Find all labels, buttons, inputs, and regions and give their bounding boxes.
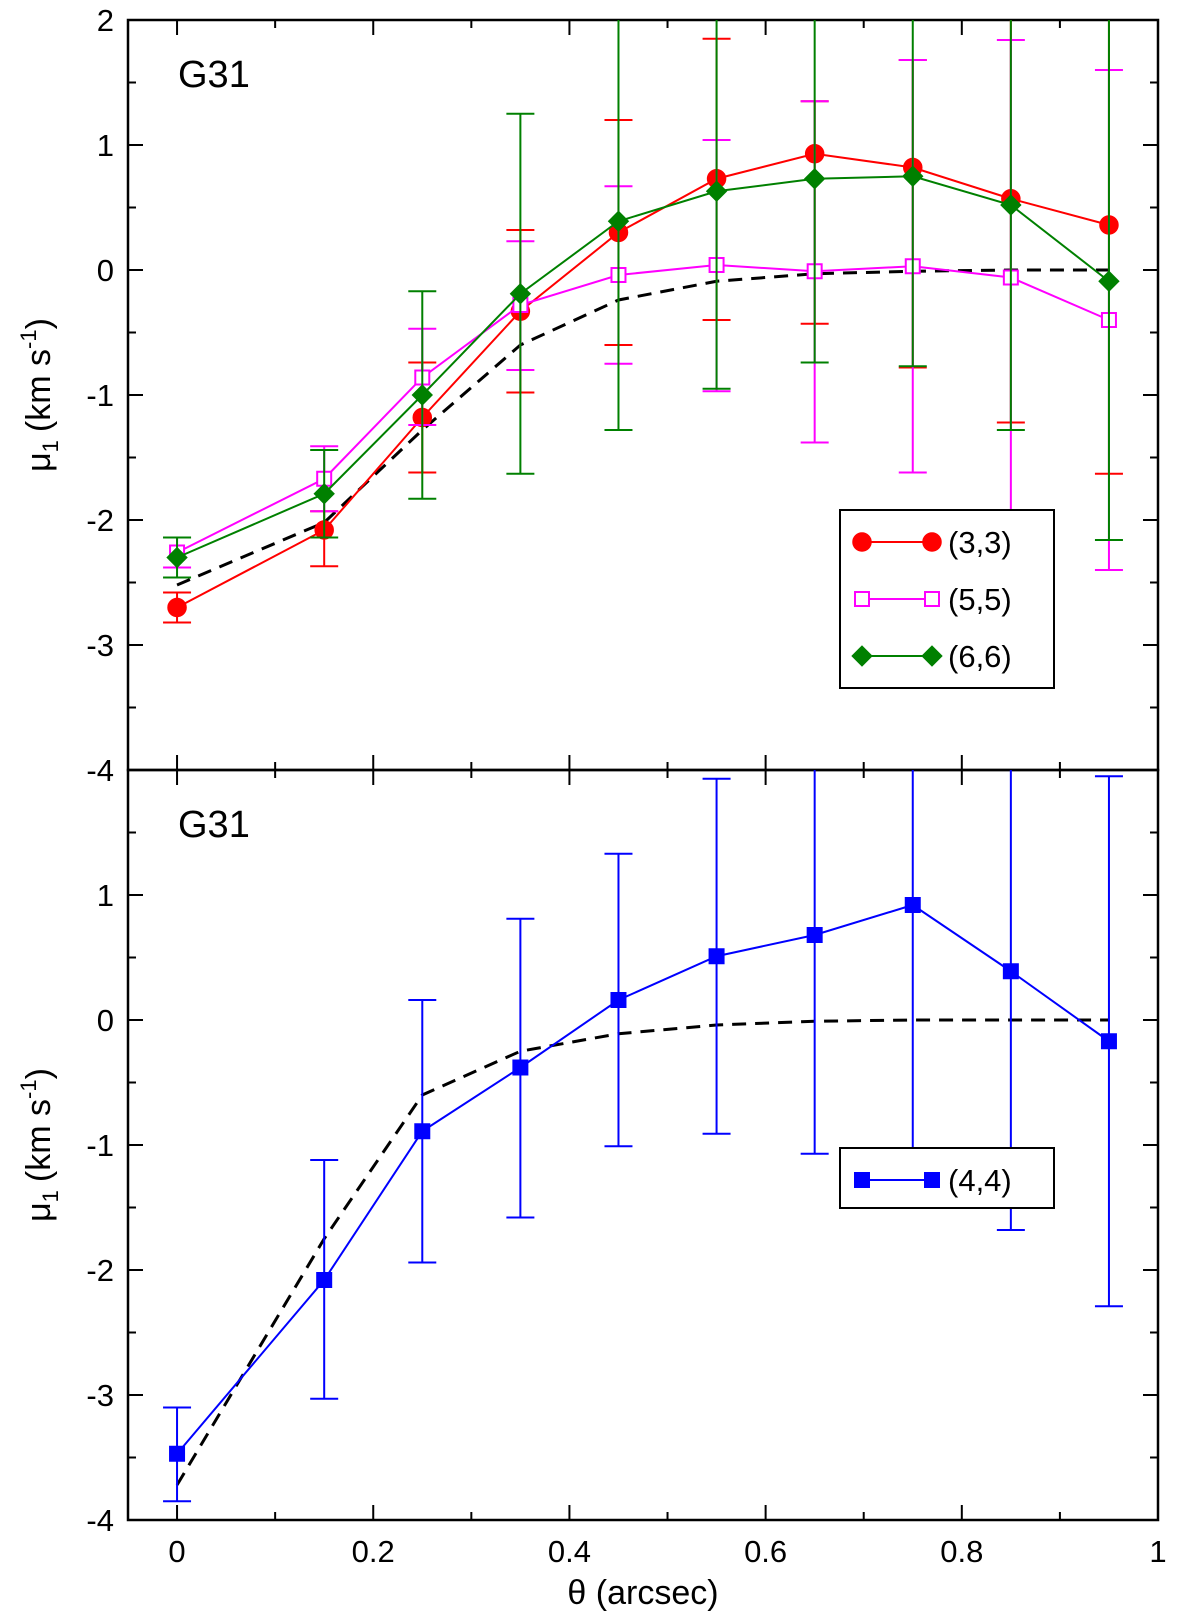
x-tick-label: 1 — [1149, 1534, 1166, 1569]
y-axis-units-close: ) — [20, 318, 58, 329]
legend-marker — [924, 591, 940, 607]
data-point — [166, 546, 188, 569]
data-point — [316, 1272, 333, 1288]
legend-entry: (6,6) — [948, 639, 1012, 674]
data-point — [904, 897, 921, 913]
legend-marker — [854, 1172, 870, 1188]
y-tick-label: -1 — [86, 1128, 114, 1163]
x-tick-label: 0 — [168, 1534, 185, 1569]
x-tick-label: 0.4 — [548, 1534, 591, 1569]
legend-marker — [854, 591, 870, 607]
plot-area — [163, 770, 1123, 1503]
y-tick-label: 1 — [97, 878, 114, 913]
data-point — [607, 210, 630, 232]
data-point — [169, 1445, 186, 1462]
data-point — [1098, 270, 1120, 292]
y-tick-label: -1 — [86, 378, 114, 413]
data-point — [512, 1059, 529, 1076]
data-point — [313, 483, 335, 505]
plot-area — [163, 20, 1123, 624]
y-axis-label: μ1 (km s-1) — [16, 1068, 63, 1222]
x-tick-label: 0.8 — [940, 1534, 983, 1569]
series-line — [176, 263, 1110, 554]
data-point — [803, 168, 826, 190]
legend-marker — [851, 645, 873, 667]
data-point — [414, 1123, 431, 1140]
model-dashed-line — [175, 1018, 1109, 1486]
data-point — [902, 165, 924, 187]
y-tick-label: -2 — [86, 1253, 114, 1288]
data-point — [509, 283, 532, 305]
panel-label: G31 — [178, 54, 250, 96]
panel-label: G31 — [178, 804, 250, 846]
y-tick-label: -4 — [86, 753, 114, 788]
legend: (4,4) — [839, 1147, 1055, 1209]
y-axis-superscript: -1 — [16, 1079, 41, 1099]
legend-marker — [852, 532, 872, 552]
data-point — [411, 384, 433, 406]
y-tick-label: 0 — [97, 253, 114, 288]
series-(5,5) — [163, 39, 1123, 571]
y-axis-superscript: -1 — [16, 329, 41, 349]
legend-box — [839, 1147, 1055, 1209]
y-tick-label: -2 — [86, 503, 114, 538]
data-point — [708, 948, 725, 965]
y-axis-units-close: ) — [20, 1068, 58, 1079]
x-axis: 0 0.2 0.4 0.6 0.8 1 θ (arcsec) — [168, 1534, 1166, 1612]
data-point — [167, 597, 187, 618]
y-tick-label: -3 — [86, 628, 114, 663]
model-dashed-line — [176, 268, 1109, 587]
y-tick-label: -4 — [86, 1503, 114, 1538]
legend-marker — [922, 532, 942, 552]
x-axis-label: θ (arcsec) — [567, 1574, 718, 1612]
data-point — [1002, 963, 1019, 980]
data-point — [705, 180, 728, 202]
y-tick-label: -3 — [86, 1378, 114, 1413]
x-tick-label: 0.6 — [744, 1534, 787, 1569]
y-tick-label: 2 — [97, 3, 114, 38]
series-(6,6) — [163, 20, 1123, 579]
y-axis-symbol: μ — [20, 452, 58, 472]
legend: (3,3) (5,5) (6,6) — [839, 509, 1055, 689]
legend-entry: (4,4) — [948, 1163, 1012, 1198]
y-axis-units: (km s — [20, 1099, 58, 1182]
series-line — [176, 175, 1110, 559]
legend-entry: (3,3) — [948, 525, 1012, 560]
series-(4,4) — [163, 770, 1123, 1503]
x-tick-label: 0.2 — [352, 1534, 395, 1569]
data-point — [806, 927, 823, 943]
data-point — [1000, 194, 1022, 216]
data-point — [610, 992, 627, 1008]
y-axis-units: (km s — [20, 349, 58, 432]
legend-marker — [924, 1172, 940, 1188]
legend-marker — [921, 645, 943, 667]
y-axis-label: μ1 (km s-1) — [16, 318, 63, 472]
y-axis-subscript: 1 — [38, 1190, 63, 1202]
y-axis-symbol: μ — [20, 1202, 58, 1222]
series-line — [176, 903, 1110, 1455]
y-axis-subscript: 1 — [38, 440, 63, 452]
legend-entry: (5,5) — [948, 582, 1012, 617]
y-tick-label: 1 — [97, 128, 114, 163]
plot-frame — [126, 768, 1160, 1522]
y-tick-label: 0 — [97, 1003, 114, 1038]
data-point — [1100, 1033, 1117, 1050]
